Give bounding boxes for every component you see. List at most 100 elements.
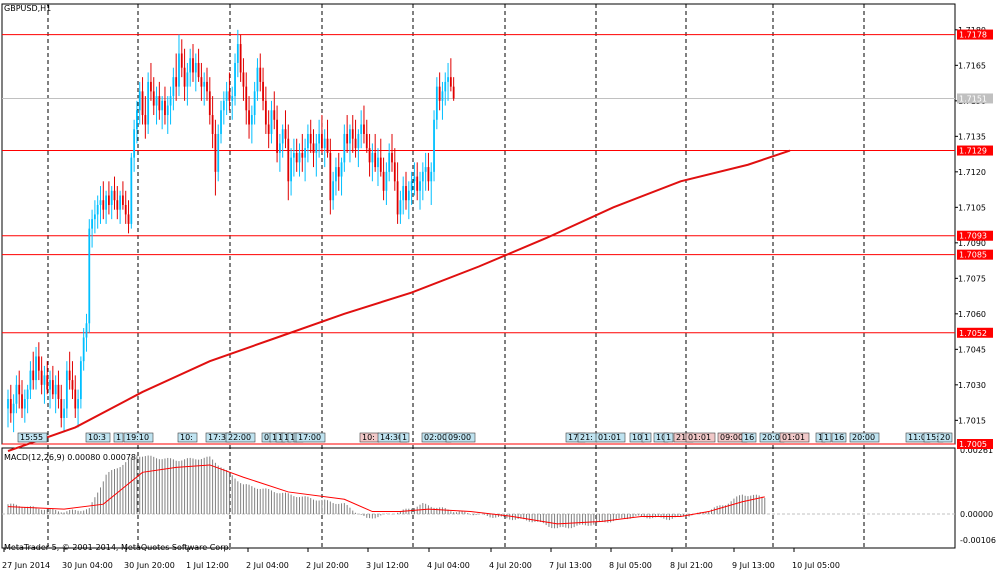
time-axis-label: 10 Jul 05:00 [792, 561, 840, 570]
macd-signal-line [7, 464, 765, 525]
candle-body [147, 81, 150, 125]
event-label: 01:01 [598, 433, 621, 442]
price-axis-label: 1.7015 [958, 416, 986, 425]
time-axis-label: 4 Jul 20:00 [489, 561, 532, 570]
candle-body [71, 380, 74, 390]
price-axis-label: 1.7105 [958, 203, 986, 212]
macd-axis-label: 0.00261 [960, 446, 993, 455]
event-label-box [295, 432, 326, 443]
candle-body [35, 356, 37, 381]
candle-body [410, 181, 413, 191]
event-label: 10 [656, 433, 666, 442]
candle-body [46, 375, 49, 390]
candle-body [262, 81, 264, 101]
candle-body [435, 86, 438, 120]
candle-body [424, 167, 427, 172]
candle-body [312, 143, 315, 153]
candle-body [382, 171, 385, 191]
candle-body [234, 62, 236, 97]
candle-body [113, 190, 116, 201]
event-label-box [17, 432, 48, 443]
level-label-box [957, 145, 993, 156]
event-label: 02:00 [424, 433, 447, 442]
candle-body [54, 384, 57, 395]
event-label: 1 [290, 433, 295, 442]
event-label: 10: [180, 433, 193, 442]
candle-body [88, 228, 91, 324]
candle-body [192, 58, 194, 73]
level-label-box [957, 249, 993, 260]
event-label-box [741, 432, 757, 443]
candle-body [220, 110, 222, 134]
event-label-box [399, 432, 410, 443]
price-pane-frame [1, 3, 956, 445]
macd-axis-label: 0.00000 [960, 510, 993, 519]
candle-body [197, 62, 200, 78]
candle-body [449, 77, 452, 87]
candle-body [444, 81, 447, 92]
price-axis-label: 1.7120 [958, 168, 986, 177]
candle-body [222, 100, 225, 111]
event-label-box [641, 432, 652, 443]
bid-label-box [957, 93, 993, 104]
event-label-box [849, 432, 880, 443]
candle-body [396, 181, 399, 215]
event-label-box [85, 432, 111, 443]
event-label-box [663, 432, 674, 443]
time-axis-label: 30 Jun 20:00 [124, 561, 175, 570]
macd-pane-frame [1, 447, 956, 549]
candle-body [155, 96, 158, 106]
event-label: 16 [834, 433, 844, 442]
event-label: 10: [362, 433, 375, 442]
candle-body [250, 115, 253, 125]
candle-body [37, 356, 40, 371]
candle-body [363, 124, 365, 134]
event-label: 10 [632, 433, 642, 442]
time-axis-label: 30 Jun 04:00 [62, 561, 113, 570]
candle-body [102, 200, 105, 210]
event-label: 22:00 [228, 433, 251, 442]
candle-body [74, 389, 77, 409]
candle-body [85, 323, 88, 338]
candle-body [7, 399, 9, 409]
level-label: 1.7052 [959, 329, 987, 338]
candle-body [175, 77, 178, 87]
candle-body [138, 91, 141, 111]
event-label: 17:3 [208, 433, 226, 442]
event-label: 1 [284, 433, 289, 442]
level-label: 1.7178 [959, 31, 987, 40]
candle-body [116, 200, 119, 210]
candle-body [189, 58, 192, 73]
candle-body [122, 195, 124, 205]
event-label: 1 [278, 433, 283, 442]
level-label: 1.7129 [959, 147, 987, 156]
event-label: 01:01 [688, 433, 711, 442]
event-label: 17:00 [298, 433, 321, 442]
candle-body [200, 77, 203, 87]
candle-body [393, 162, 396, 182]
candle-body [452, 86, 455, 99]
candle-body [60, 399, 63, 418]
candle-body [144, 115, 147, 125]
candle-body [99, 200, 102, 205]
event-label: 15:55 [20, 433, 43, 442]
candle-body [225, 91, 228, 101]
candle-body [68, 370, 71, 381]
candle-body [290, 157, 292, 182]
candle-body [256, 67, 259, 92]
candle-body [368, 148, 371, 163]
candle-body [385, 171, 388, 191]
candle-body [208, 91, 211, 116]
candle-body [292, 152, 295, 158]
event-label: 20:0 [762, 433, 780, 442]
candle-body [203, 81, 206, 87]
candle-body [18, 384, 21, 395]
candle-body [79, 361, 82, 400]
candle-body [29, 370, 32, 390]
candle-body [438, 86, 441, 101]
macd-title: MACD(12,26,9) 0.00080 0.00078 [4, 453, 137, 462]
event-label-box [831, 432, 847, 443]
candle-body [150, 81, 152, 92]
